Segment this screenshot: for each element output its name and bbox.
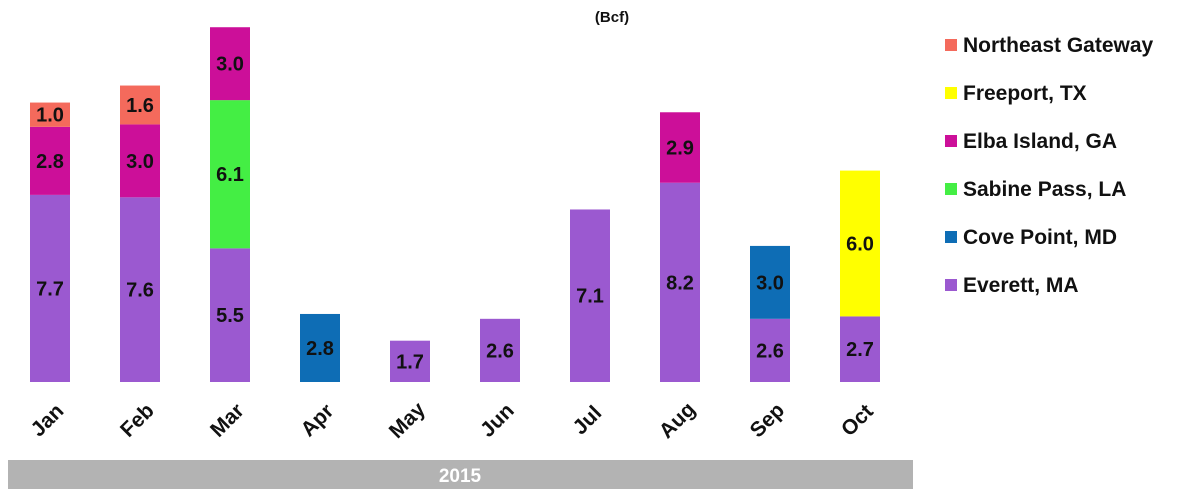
legend-swatch-4 (945, 231, 957, 243)
bar-may-series-0 (390, 340, 430, 382)
data-label-oct-series-4: 6.0 (846, 233, 874, 255)
bars-group: 7.7 2.8 1.0 7.6 3.0 1.6 5.5 6.1 3.0 2.8 1.7 2.6 7.1 8… (30, 27, 880, 382)
x-tick-jul: Jul (569, 402, 607, 440)
bar-aug-series-0 (660, 182, 700, 382)
data-label-jan-series-5: 1.0 (36, 105, 64, 127)
x-tick-jan: Jan (26, 399, 68, 441)
x-tick-may: May (385, 398, 430, 443)
data-label-jun-series-0: 2.6 (486, 340, 514, 362)
bar-sep-series-1 (750, 245, 790, 319)
bar-feb-series-3 (120, 124, 160, 198)
bar-jul-series-0 (570, 209, 610, 382)
legend-swatch-3 (945, 183, 957, 195)
chart-subtitle: (Bcf) (595, 9, 629, 26)
legend-entry-4: Cove Point, MD (963, 226, 1117, 249)
data-label-feb-series-5: 1.6 (126, 95, 154, 117)
legend: Northeast Gateway Freeport, TX Elba Island… (945, 34, 1154, 297)
bar-mar-series-3 (210, 27, 250, 101)
x-tick-apr: Apr (296, 399, 338, 441)
data-label-sep-series-1: 3.0 (756, 272, 784, 294)
bar-mar-series-0 (210, 248, 250, 382)
legend-swatch-5 (945, 279, 957, 291)
year-band (8, 460, 913, 489)
x-tick-sep: Sep (746, 399, 789, 442)
bar-jan-series-5 (30, 102, 70, 127)
legend-swatch-2 (945, 135, 957, 147)
bar-oct-series-0 (840, 316, 880, 382)
data-label-mar-series-3: 3.0 (216, 54, 244, 76)
legend-swatch-1 (945, 87, 957, 99)
data-label-sep-series-0: 2.6 (756, 340, 784, 362)
bar-sep-series-0 (750, 318, 790, 382)
x-tick-oct: Oct (837, 400, 878, 441)
x-tick-labels: Jan Feb Mar Apr May Jun Jul Aug Sep Oct (26, 398, 877, 443)
data-label-jul-series-0: 7.1 (576, 286, 604, 308)
bar-feb-series-0 (120, 197, 160, 382)
x-tick-jun: Jun (476, 399, 519, 442)
data-label-feb-series-3: 3.0 (126, 151, 154, 173)
data-label-mar-series-2: 6.1 (216, 164, 244, 186)
bar-oct-series-4 (840, 170, 880, 317)
x-tick-feb: Feb (116, 399, 159, 442)
x-tick-mar: Mar (206, 399, 249, 442)
bar-apr-series-1 (300, 313, 340, 382)
legend-entry-1: Freeport, TX (963, 82, 1087, 105)
legend-swatch-0 (945, 39, 957, 51)
bar-jan-series-0 (30, 194, 70, 382)
legend-entry-3: Sabine Pass, LA (963, 178, 1126, 201)
data-label-jan-series-0: 7.7 (36, 278, 64, 300)
legend-entry-5: Everett, MA (963, 274, 1079, 297)
data-label-oct-series-0: 2.7 (846, 339, 874, 361)
year-label: 2015 (439, 466, 482, 487)
data-label-aug-series-3: 2.9 (666, 138, 694, 160)
bar-jun-series-0 (480, 318, 520, 382)
legend-entry-2: Elba Island, GA (963, 130, 1117, 153)
data-label-jan-series-3: 2.8 (36, 151, 64, 173)
bar-aug-series-3 (660, 112, 700, 183)
data-label-feb-series-0: 7.6 (126, 280, 154, 302)
data-label-mar-series-0: 5.5 (216, 305, 244, 327)
data-label-may-series-0: 1.7 (396, 351, 424, 373)
bar-feb-series-5 (120, 85, 160, 125)
legend-entry-0: Northeast Gateway (963, 34, 1154, 57)
x-tick-aug: Aug (655, 398, 700, 443)
data-label-apr-series-1: 2.8 (306, 338, 334, 360)
data-label-aug-series-0: 8.2 (666, 272, 694, 294)
bar-jan-series-3 (30, 126, 70, 195)
bar-mar-series-2 (210, 100, 250, 249)
